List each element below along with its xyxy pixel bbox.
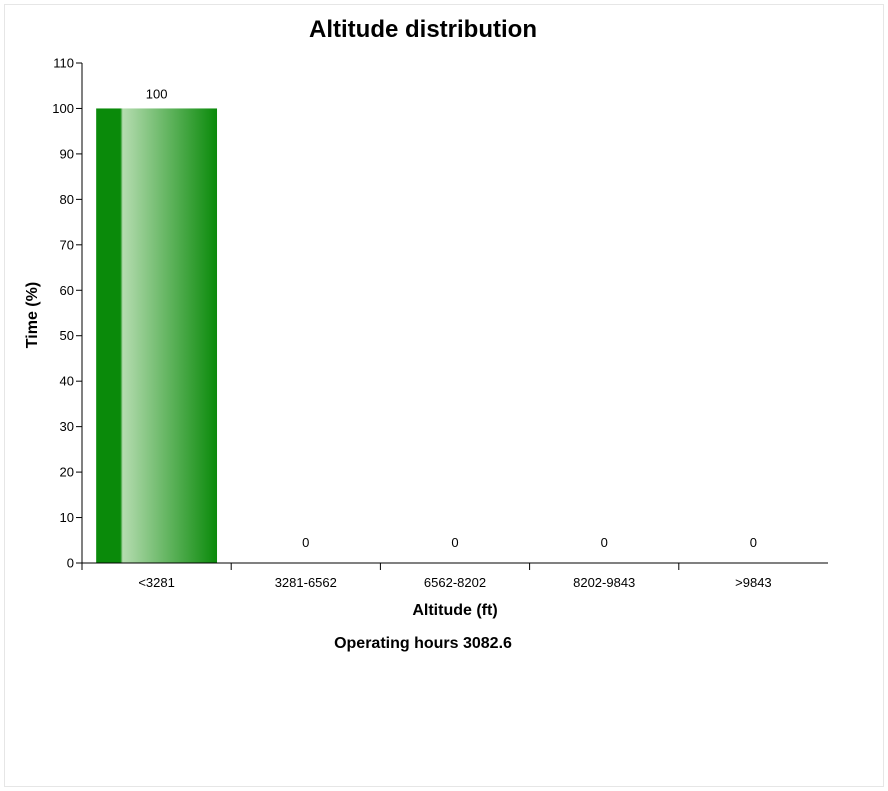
x-tick-label: 6562-8202	[424, 575, 486, 590]
y-tick-label: 90	[60, 146, 74, 161]
data-label: 100	[146, 86, 168, 101]
bars-group	[96, 108, 218, 564]
y-tick-label: 110	[53, 56, 74, 71]
x-tick-label: <3281	[138, 575, 175, 590]
y-axis-ticks: 0 10 20 30 40 50 60 70 80 90 100 110	[52, 56, 82, 571]
y-tick-label: 30	[60, 419, 74, 434]
altitude-bar-chart: Altitude distribution 100 0 0 0 0 0 10 20 30 40 5…	[24, 16, 828, 652]
data-labels-group: 100 0 0 0 0	[146, 86, 757, 550]
x-tick-label: 3281-6562	[275, 575, 337, 590]
y-tick-label: 10	[60, 510, 74, 525]
x-tick-label: 8202-9843	[573, 575, 635, 590]
data-label: 0	[451, 535, 458, 550]
operating-hours-label: Operating hours 3082.6	[334, 635, 512, 652]
data-label: 0	[750, 535, 757, 550]
y-tick-label: 50	[60, 328, 74, 343]
y-tick-label: 60	[60, 283, 74, 298]
chart-frame: Altitude distribution 100 0 0 0 0 0 10 20 30 40 5…	[4, 4, 884, 787]
y-tick-label: 40	[60, 374, 74, 389]
y-tick-label: 0	[67, 556, 74, 571]
bar	[96, 108, 218, 564]
x-axis-title: Altitude (ft)	[412, 602, 497, 619]
y-tick-label: 20	[60, 465, 74, 480]
y-tick-label: 70	[60, 237, 74, 252]
data-label: 0	[601, 535, 608, 550]
y-tick-label: 100	[52, 101, 74, 116]
x-tick-label: >9843	[735, 575, 772, 590]
chart-title: Altitude distribution	[309, 16, 537, 43]
data-label: 0	[302, 535, 309, 550]
y-tick-label: 80	[60, 192, 74, 207]
x-axis-ticks: <3281 3281-6562 6562-8202 8202-9843 >9843	[138, 563, 772, 590]
y-axis-title: Time (%)	[24, 282, 41, 348]
